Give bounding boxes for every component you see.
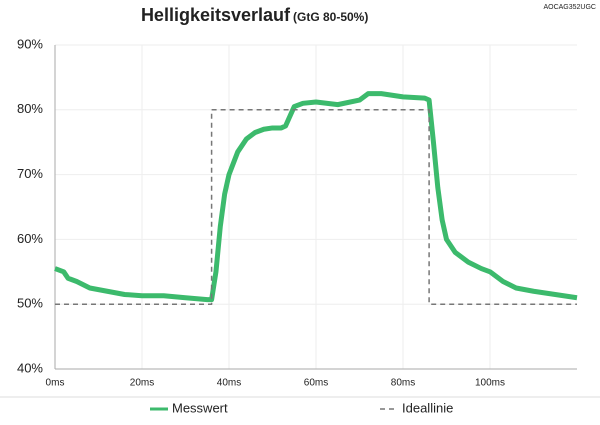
chart-title: Helligkeitsverlauf [141, 5, 291, 25]
x-tick-label: 40ms [217, 378, 241, 389]
series-line [55, 109, 577, 305]
y-tick-label: 90% [17, 36, 43, 51]
y-tick-label: 50% [17, 296, 43, 311]
x-tick-label: 60ms [304, 378, 328, 389]
annotation: AOCAG352UGC [543, 4, 596, 11]
chart-subtitle: (GtG 80-50%) [293, 10, 368, 24]
series-line [54, 91, 578, 303]
y-tick-label: 60% [17, 231, 43, 246]
x-tick-label: 80ms [391, 378, 415, 389]
x-tick-label: 0ms [46, 378, 65, 389]
legend-label: Ideallinie [402, 400, 453, 415]
y-tick-label: 80% [17, 101, 43, 116]
legend-label: Messwert [172, 400, 228, 415]
x-tick-label: 20ms [130, 378, 154, 389]
y-tick-label: 40% [17, 360, 43, 375]
y-tick-label: 70% [17, 166, 43, 181]
x-tick-label: 100ms [475, 378, 505, 389]
